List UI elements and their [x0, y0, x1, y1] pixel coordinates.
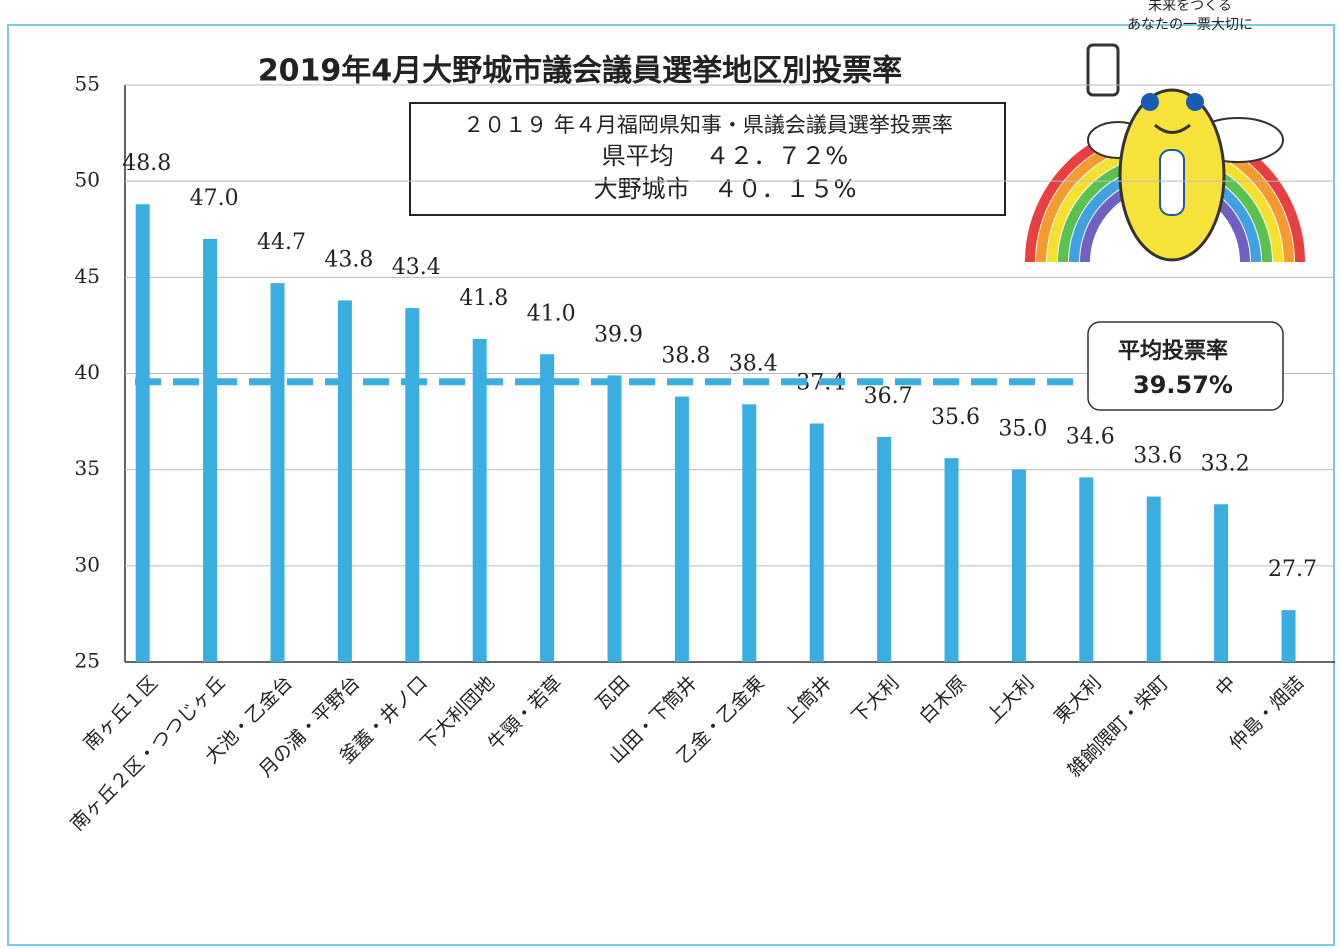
- value-label: 44.7: [257, 230, 306, 255]
- value-label: 35.0: [998, 417, 1047, 442]
- bar: [1079, 477, 1094, 662]
- average-box: [1087, 321, 1284, 411]
- y-tick-label: 55: [75, 72, 100, 96]
- frame: [7, 24, 1335, 946]
- bar: [540, 354, 555, 662]
- x-tick-label: 上筒井: [780, 672, 836, 728]
- x-tick-label: 牛頸・若草: [484, 672, 567, 755]
- info-box-title: ２０１９ 年４月福岡県知事・県議会議員選挙投票率: [463, 113, 953, 137]
- bar: [472, 338, 487, 662]
- value-label: 27.7: [1268, 557, 1317, 582]
- value-label: 33.6: [1133, 444, 1182, 469]
- value-label: 48.8: [122, 151, 171, 176]
- mascot-caption: あなたの一票大切に: [1127, 17, 1253, 33]
- bar: [203, 238, 218, 662]
- value-label: 41.0: [527, 301, 576, 326]
- bar: [405, 308, 420, 662]
- value-label: 43.4: [392, 255, 441, 280]
- bar: [809, 423, 824, 662]
- bar: [674, 396, 689, 662]
- bar: [337, 300, 352, 662]
- bar: [270, 283, 285, 662]
- mascot: [1025, 43, 1305, 263]
- bar: [1146, 496, 1161, 662]
- info-box-line: 県平均 ４２．７２%: [602, 142, 848, 170]
- info-box: [409, 102, 1006, 216]
- y-tick-label: 35: [75, 456, 100, 480]
- y-tick-label: 40: [75, 360, 100, 384]
- bar: [135, 204, 150, 662]
- x-tick-label: 瓦田: [591, 672, 633, 714]
- bar: [607, 375, 622, 662]
- value-label: 38.8: [661, 344, 710, 369]
- chart-title: 2019年4月大野城市議会議員選挙地区別投票率: [258, 54, 902, 89]
- average-label: 平均投票率: [1118, 338, 1228, 364]
- value-label: 35.6: [931, 405, 980, 430]
- value-label: 47.0: [190, 186, 239, 211]
- bar: [742, 404, 757, 662]
- bar: [1214, 504, 1229, 662]
- mascot-caption: 未来をつくる: [1148, 0, 1232, 14]
- bar: [877, 436, 892, 662]
- x-tick-label: 中: [1212, 672, 1241, 701]
- value-label: 38.4: [729, 351, 778, 376]
- bar: [1011, 469, 1026, 662]
- value-label: 39.9: [594, 322, 643, 347]
- x-tick-label: 下大利: [848, 672, 904, 728]
- x-tick-label: 白木原: [915, 672, 971, 728]
- value-label: 33.2: [1201, 451, 1250, 476]
- bar: [1281, 610, 1296, 662]
- x-tick-label: 東大利: [1050, 672, 1106, 728]
- value-label: 41.8: [459, 286, 508, 311]
- value-label: 43.8: [324, 247, 373, 272]
- bar: [944, 458, 959, 662]
- info-box-line: 大野城市 ４０．１５%: [594, 175, 857, 203]
- y-tick-label: 25: [75, 649, 100, 673]
- y-tick-label: 50: [75, 168, 100, 192]
- value-label: 36.7: [864, 384, 913, 409]
- y-tick-label: 45: [75, 264, 100, 288]
- x-tick-label: 仲島・畑詰: [1225, 672, 1308, 755]
- average-value: 39.57%: [1133, 371, 1233, 399]
- value-label: 34.6: [1066, 424, 1115, 449]
- y-tick-label: 30: [75, 552, 100, 576]
- x-tick-label: 上大利: [982, 672, 1038, 728]
